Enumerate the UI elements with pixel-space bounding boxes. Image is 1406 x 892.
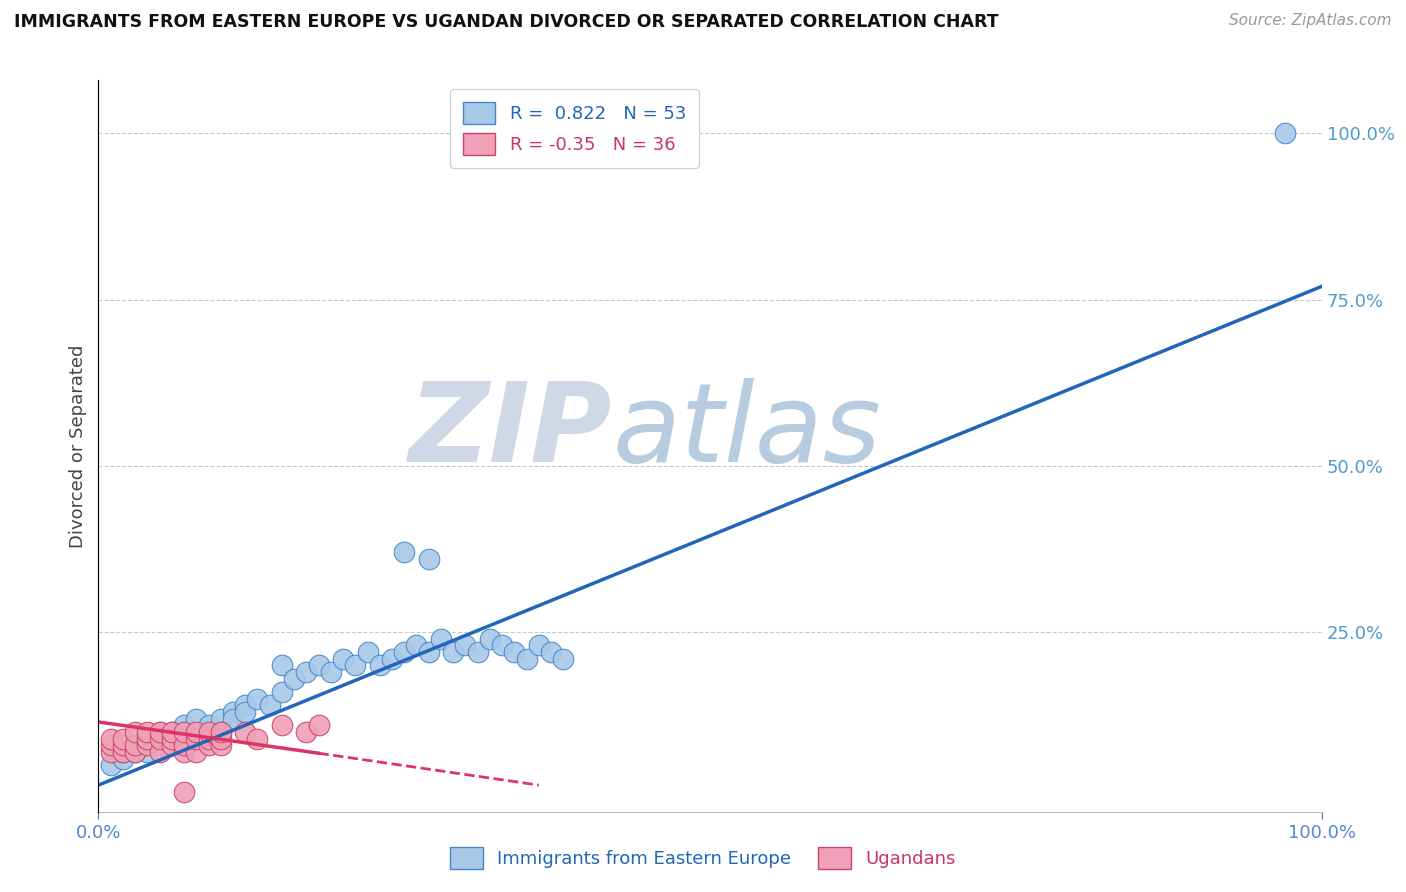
Point [295,665,318,679]
Point [209,712,232,726]
Point [149,745,172,759]
Point [467,645,489,659]
Point [136,731,159,746]
Text: IMMIGRANTS FROM EASTERN EUROPE VS UGANDAN DIVORCED OR SEPARATED CORRELATION CHAR: IMMIGRANTS FROM EASTERN EUROPE VS UGANDA… [14,13,998,31]
Point [136,738,159,752]
Point [100,738,122,752]
Point [100,758,122,772]
Y-axis label: Divorced or Separated: Divorced or Separated [69,344,87,548]
Text: atlas: atlas [612,378,880,485]
Point [478,632,501,646]
Point [222,705,245,719]
Point [246,691,269,706]
Point [392,645,416,659]
Point [209,731,232,746]
Point [186,725,208,739]
Point [233,705,256,719]
Point [381,652,404,666]
Text: ZIP: ZIP [409,378,612,485]
Point [270,658,294,673]
Point [173,718,195,732]
Point [149,738,172,752]
Point [124,745,146,759]
Point [197,725,219,739]
Legend: R =  0.822   N = 53, R = -0.35   N = 36: R = 0.822 N = 53, R = -0.35 N = 36 [450,89,699,168]
Point [173,745,195,759]
Point [136,725,159,739]
Point [295,725,318,739]
Point [111,745,134,759]
Point [160,738,183,752]
Point [392,545,416,559]
Point [270,685,294,699]
Point [100,745,122,759]
Legend: Immigrants from Eastern Europe, Ugandans: Immigrants from Eastern Europe, Ugandans [441,838,965,879]
Point [454,639,477,653]
Point [308,658,330,673]
Point [270,718,294,732]
Point [197,731,219,746]
Point [430,632,453,646]
Point [173,725,195,739]
Point [111,751,134,765]
Point [186,731,208,746]
Point [209,725,232,739]
Point [149,725,172,739]
Point [527,639,550,653]
Point [173,785,195,799]
Point [405,639,427,653]
Point [1274,127,1296,141]
Point [186,712,208,726]
Point [100,731,122,746]
Point [259,698,281,713]
Point [319,665,342,679]
Point [553,652,575,666]
Point [246,731,269,746]
Point [136,731,159,746]
Point [124,738,146,752]
Point [186,745,208,759]
Point [197,725,219,739]
Point [209,725,232,739]
Point [173,725,195,739]
Point [186,731,208,746]
Point [209,738,232,752]
Point [332,652,354,666]
Point [283,672,305,686]
Point [149,725,172,739]
Point [197,718,219,732]
Point [136,745,159,759]
Point [111,731,134,746]
Point [233,698,256,713]
Point [160,731,183,746]
Point [540,645,562,659]
Point [111,738,134,752]
Point [233,725,256,739]
Point [197,738,219,752]
Point [368,658,391,673]
Point [149,731,172,746]
Point [222,712,245,726]
Text: Source: ZipAtlas.com: Source: ZipAtlas.com [1229,13,1392,29]
Point [418,552,440,566]
Point [491,639,513,653]
Point [160,725,183,739]
Point [111,745,134,759]
Point [124,745,146,759]
Point [418,645,440,659]
Point [441,645,464,659]
Point [503,645,526,659]
Point [344,658,367,673]
Point [356,645,378,659]
Point [160,731,183,746]
Point [124,738,146,752]
Point [308,718,330,732]
Point [173,738,195,752]
Point [515,652,537,666]
Point [124,725,146,739]
Point [160,725,183,739]
